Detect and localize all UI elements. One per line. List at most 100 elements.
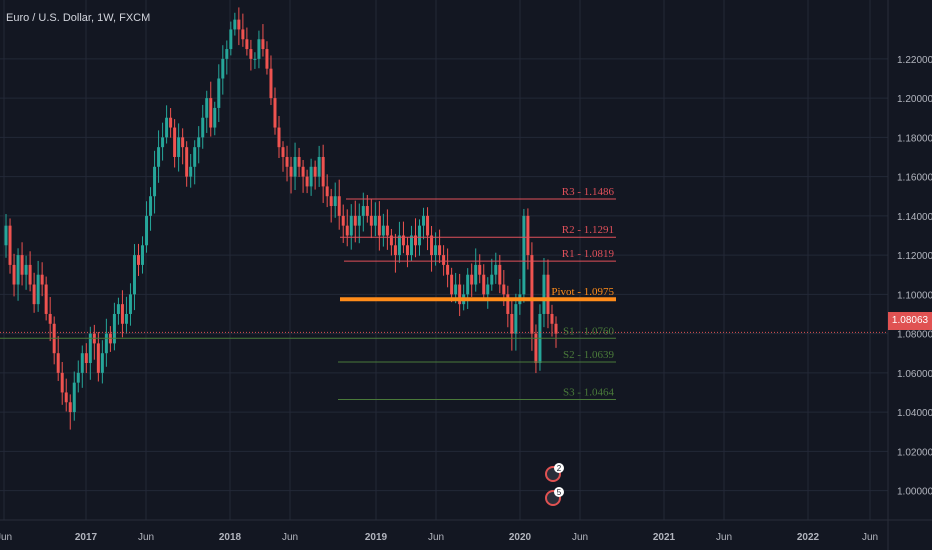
candle-body [16,255,20,285]
candle-body [209,98,213,128]
candle-body [486,284,490,295]
x-tick-label: Jun [862,532,878,543]
event-marker-count: 2 [557,464,562,473]
candle-body [377,215,381,236]
candle-body [397,235,401,256]
candle-body [285,156,289,167]
candle-body [418,225,422,246]
candle-body [273,98,277,128]
candle-body [165,117,169,138]
candle-body [502,284,506,295]
x-tick-label: 2020 [509,532,532,543]
candle-body [112,313,116,344]
candle-body [245,39,249,50]
candle-body [474,264,478,285]
candle-body [120,304,124,324]
candle-body [153,166,157,197]
x-tick-label: Jun [138,532,154,543]
candle-body [526,215,530,256]
candle-body [149,196,153,216]
candle-body [301,166,305,177]
event-marker-badge [554,487,564,497]
candle-body [466,274,470,295]
pivot-level-label: R1 - 1.0819 [562,248,615,260]
candle-body [249,49,253,59]
candle-body [68,402,72,413]
candle-body [554,323,558,334]
candle-body [44,284,48,314]
candle-body [169,117,173,128]
candle-body [72,382,76,413]
candle-body [229,29,233,50]
y-tick-label: 1.06000 [897,369,932,380]
candle-body [506,294,510,314]
candle-body [289,166,293,177]
candle-body [454,284,458,295]
y-tick-label: 1.08000 [897,330,932,341]
candle-body [297,156,301,167]
candle-body [221,58,225,79]
candle-body [422,215,426,226]
y-tick-label: 1.04000 [897,408,932,419]
x-tick-label: 2019 [365,532,388,543]
candle-body [128,294,132,314]
candle-body [337,196,341,216]
chart-title: Euro / U.S. Dollar, 1W, FXCM [6,12,151,24]
x-tick-label: Jun [572,532,588,543]
event-marker-count: 5 [557,488,562,497]
candle-body [205,98,209,118]
candle-body [193,147,197,167]
candle-body [269,68,273,99]
candle-body [373,215,377,226]
candle-body [530,255,534,334]
pivot-level-label: R2 - 1.1291 [562,224,614,236]
y-tick-label: 1.10000 [897,290,932,301]
y-tick-label: 1.14000 [897,212,932,223]
candle-body [225,49,229,59]
candle-body [293,156,297,177]
candle-body [329,196,333,207]
candle-body [233,19,237,30]
y-tick-label: 1.22000 [897,55,932,66]
candle-body [450,274,454,295]
candle-body [56,353,60,373]
candle-body [20,255,24,275]
candle-body [157,147,161,167]
candle-body [434,245,438,256]
candle-body [357,215,361,226]
candle-body [430,235,434,256]
pivot-level-label: S3 - 1.0464 [563,387,615,399]
candle-body [104,333,108,354]
pivot-level-label: R3 - 1.1486 [562,186,615,198]
candle-body [426,215,430,236]
candle-body [482,274,486,295]
candle-body [365,206,369,216]
candle-body [305,176,309,187]
candle-body [201,117,205,138]
candle-body [145,215,149,246]
candle-body [438,245,442,256]
candle-body [261,39,265,50]
candle-body [317,156,321,177]
candle-body [48,313,52,324]
pivot-level-label: S2 - 1.0639 [563,349,615,361]
candle-body [542,274,546,314]
pivot-level-label: S1 - 1.0760 [563,325,615,337]
candle-body [522,215,526,295]
candle-body [12,264,16,285]
x-tick-label: Jun [428,532,444,543]
x-tick-label: 2021 [653,532,676,543]
candle-body [393,245,397,256]
candle-body [60,372,64,393]
candle-body [446,264,450,275]
candle-body [80,353,84,373]
candle-body [217,78,221,108]
x-tick-label: Jun [716,532,732,543]
candle-body [96,343,100,373]
y-tick-label: 1.16000 [897,173,932,184]
candle-body [116,304,120,314]
candle-body [550,313,554,324]
